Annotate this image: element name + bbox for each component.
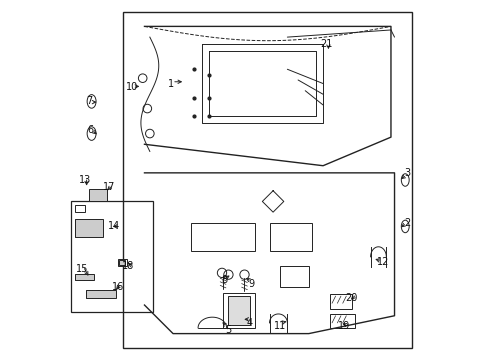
Text: 16: 16 (111, 282, 123, 292)
Text: 3: 3 (403, 168, 409, 178)
Bar (71, 202, 153, 312)
Bar (89, 189, 107, 202)
Bar (228, 296, 249, 325)
Bar (75, 219, 103, 237)
Text: 13: 13 (79, 175, 91, 185)
Text: 17: 17 (102, 182, 115, 192)
Text: 21: 21 (320, 39, 332, 49)
Text: 18: 18 (122, 261, 134, 271)
Text: 5: 5 (225, 325, 231, 335)
Text: 6: 6 (87, 125, 93, 135)
Bar (190, 223, 255, 251)
Text: 1: 1 (168, 78, 174, 89)
Bar (280, 266, 308, 287)
Bar (329, 314, 354, 328)
Bar (329, 294, 351, 309)
Text: 12: 12 (376, 257, 388, 267)
Bar (123, 12, 411, 348)
Bar (85, 290, 116, 298)
Text: 8: 8 (222, 275, 227, 285)
Bar (119, 260, 125, 265)
Text: 19: 19 (338, 321, 350, 332)
Text: 11: 11 (274, 321, 286, 332)
Bar (75, 274, 94, 280)
Bar (269, 223, 312, 251)
Text: 7: 7 (86, 96, 92, 107)
Text: 14: 14 (108, 221, 120, 231)
Bar (118, 258, 126, 266)
Text: 10: 10 (125, 82, 138, 92)
Text: 2: 2 (403, 218, 409, 228)
Text: 20: 20 (345, 293, 357, 303)
Bar (223, 293, 255, 328)
Text: 15: 15 (76, 264, 88, 274)
Text: 9: 9 (248, 279, 254, 289)
Text: 4: 4 (246, 318, 252, 328)
Bar (75, 205, 84, 212)
